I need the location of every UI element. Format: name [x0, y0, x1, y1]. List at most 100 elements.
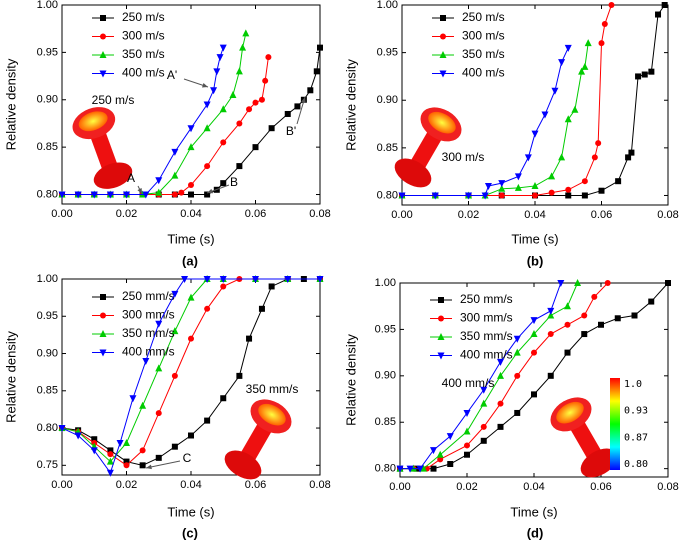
arrow-head — [207, 188, 213, 194]
data-point — [204, 417, 211, 424]
y-tick-label: 0.85 — [375, 416, 396, 428]
data-point — [531, 391, 537, 398]
x-tick-label: 0.06 — [245, 208, 266, 220]
data-point — [155, 188, 163, 196]
data-point — [513, 335, 521, 343]
colorbar-label: 0.87 — [624, 432, 648, 443]
data-point — [220, 139, 227, 146]
series-line — [402, 4, 612, 196]
legend-label: 250 mm/s — [122, 289, 175, 303]
legend-marker — [100, 312, 106, 319]
data-point — [123, 462, 130, 469]
data-point — [262, 77, 269, 84]
legend-label: 350 mm/s — [122, 326, 175, 340]
data-point — [548, 172, 556, 180]
legend-label: 350 m/s — [122, 47, 165, 61]
legend-marker — [99, 51, 107, 58]
y-tick-label: 0.95 — [375, 323, 396, 335]
data-point — [571, 105, 579, 113]
data-point — [123, 191, 130, 199]
inset-part — [224, 399, 292, 480]
y-axis-title: Relative density — [3, 331, 18, 423]
data-point — [187, 143, 195, 151]
data-point — [595, 140, 602, 147]
data-point — [532, 192, 538, 199]
y-tick-label: 0.95 — [37, 310, 58, 322]
y-tick-label: 1.00 — [377, 0, 398, 11]
annotation: A' — [167, 68, 177, 82]
x-tick-label: 0.00 — [51, 479, 72, 491]
y-tick-label: 0.95 — [377, 47, 398, 59]
data-point — [116, 439, 124, 447]
data-point — [219, 276, 227, 283]
data-point — [203, 276, 211, 283]
data-point — [294, 103, 301, 110]
data-point — [106, 469, 114, 477]
annotation-arrow — [145, 460, 181, 469]
data-point — [514, 173, 522, 181]
data-point — [284, 110, 291, 117]
y-tick-label: 0.90 — [375, 370, 396, 382]
data-point — [497, 400, 504, 407]
data-point — [497, 371, 504, 379]
y-tick-label: 0.85 — [37, 385, 58, 397]
data-point — [236, 120, 243, 127]
data-point — [578, 67, 586, 75]
data-point — [531, 349, 537, 356]
x-tick-label: 0.06 — [591, 209, 612, 221]
data-point — [203, 101, 211, 109]
y-tick-label: 0.85 — [37, 141, 58, 153]
data-point — [581, 331, 588, 338]
data-point — [268, 283, 275, 290]
part-big-end — [224, 450, 262, 480]
data-point — [581, 62, 589, 70]
data-point — [547, 311, 555, 319]
data-point — [220, 180, 227, 187]
x-tick-label: 0.08 — [657, 209, 678, 221]
data-point — [204, 191, 211, 198]
data-point — [268, 125, 275, 132]
data-point — [524, 154, 532, 162]
x-axis-title: Time (s) — [510, 504, 557, 519]
data-point — [235, 67, 243, 75]
x-tick-label: 0.04 — [180, 479, 201, 491]
data-point — [155, 364, 163, 372]
data-point — [463, 427, 471, 435]
data-point — [541, 111, 549, 119]
annotation: 250 m/s — [92, 93, 135, 107]
data-point — [139, 401, 147, 409]
data-point — [258, 96, 265, 103]
data-point — [464, 442, 470, 449]
data-point — [406, 465, 414, 473]
data-point — [252, 276, 259, 283]
annotation: C — [183, 451, 192, 465]
data-point — [171, 191, 178, 198]
arrow-head — [146, 464, 152, 470]
legend-label: 250 m/s — [122, 10, 165, 24]
data-point — [220, 395, 227, 402]
data-point — [484, 182, 492, 190]
inset-part — [550, 397, 618, 478]
colorbar — [610, 378, 620, 470]
y-tick-label: 0.80 — [37, 188, 58, 200]
data-point — [181, 276, 189, 283]
data-point — [447, 461, 454, 468]
data-point — [139, 462, 146, 469]
data-point — [557, 280, 565, 287]
data-point — [547, 372, 554, 379]
x-tick-label: 0.02 — [116, 208, 137, 220]
part-hot — [428, 111, 456, 134]
legend-label: 350 mm/s — [460, 329, 513, 343]
x-tick-label: 0.02 — [456, 481, 477, 493]
data-point — [431, 192, 439, 200]
data-point — [565, 192, 572, 199]
data-point — [591, 154, 598, 161]
data-point — [155, 454, 162, 461]
data-point — [547, 331, 554, 338]
data-point — [581, 178, 588, 185]
data-point — [614, 315, 621, 322]
plot-frame — [61, 278, 321, 476]
annotation: 400 mm/s — [442, 376, 495, 390]
data-point — [171, 148, 179, 156]
data-point — [480, 386, 488, 394]
